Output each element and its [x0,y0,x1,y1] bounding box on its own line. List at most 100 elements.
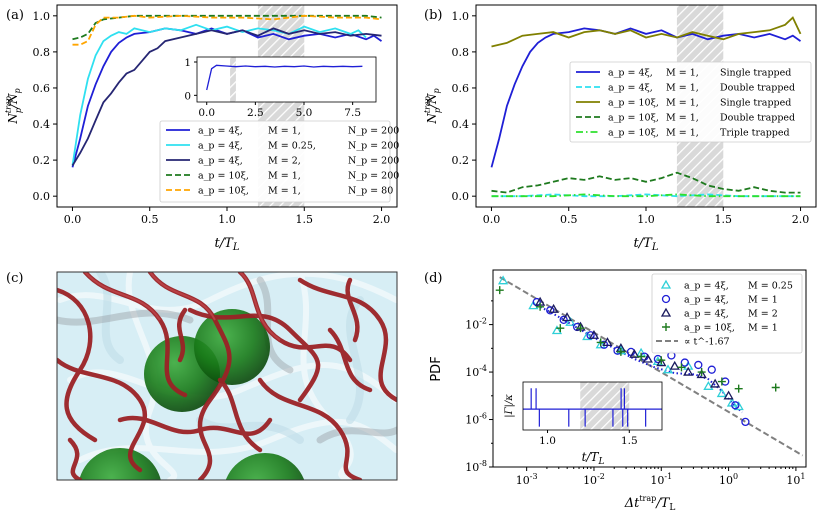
legend-label: Single trapped [720,68,791,79]
data-point-3 [697,368,706,377]
data-point-3 [734,384,743,393]
legend-label: a_p = 4ξ, [198,126,243,137]
legend-label: N_p = 80 [348,186,393,197]
data-point-0 [595,339,606,349]
tick-label: 10-4 [465,364,487,379]
inset-x-tick-label: 5.0 [296,107,313,119]
data-point-2 [561,312,573,322]
x-tick-label: 0.0 [64,213,82,226]
legend-a: a_p = 4ξ, M = 1, N_p = 200 a_p = 4ξ, M = 0.2… [159,120,399,203]
tick-label: 10-1 [650,472,672,487]
y-tick-label: 0.0 [33,190,51,203]
panel-label-b: (b) [424,8,442,23]
legend-label: M = 2 [748,309,778,320]
data-point-3 [536,302,545,311]
x-tick-label: 1.0 [637,213,655,226]
legend-label: N_p = 200 [348,156,399,167]
series-line-b-4 [491,193,801,198]
fit-line [532,302,743,414]
legend-label: M = 0.25, [268,141,316,152]
data-point-2 [629,348,640,358]
data-point-0 [582,331,593,341]
data-point-3 [616,347,625,356]
y-tick-label: 0.6 [452,82,470,95]
y-tick-label: 1.0 [452,10,470,23]
data-point-2 [669,360,680,370]
series-line-b-2 [491,16,802,48]
inset-a-shade [230,57,236,102]
inset-d-xlabel: t/TL [582,450,605,467]
legend-label: Double trapped [720,83,795,94]
x-tick-label: 0.0 [483,213,501,226]
legend-label: M = 1, [268,126,301,137]
y-axis-label-d: PDF [429,356,444,381]
data-point-1 [694,360,703,370]
series-line-b-0 [490,27,802,168]
tick-label: 10-2 [583,472,605,487]
legend-label: a_p = 10ξ, [198,186,249,197]
data-point-0 [551,325,563,335]
data-point-3 [576,324,585,333]
data-point-3 [556,324,565,333]
tick-label: 10-2 [465,317,487,332]
data-point-2 [723,390,734,400]
data-point-0 [497,275,509,285]
legend-label: N_p = 200 [348,126,399,137]
legend-label: a_p = 4ξ, [198,141,243,152]
data-point-3 [657,356,666,365]
legend-label: M = 2, [268,156,301,167]
legend-label: M = 1, [666,128,699,139]
x-tick-label: 1.0 [218,213,236,226]
legend-label: a_p = 4ξ, [684,295,729,306]
data-point-3 [596,338,605,347]
legend-label: a_p = 10ξ, [608,113,659,124]
data-point-3 [771,383,780,392]
y-axis-label-a: Ntrapp/Np [4,88,23,124]
data-point-1 [707,365,716,374]
legend-label: M = 1, [268,171,301,182]
panel-label-c: (c) [6,271,23,286]
y-tick-label: 0.8 [33,46,51,59]
data-point-3 [495,286,504,295]
inset-d-frame [522,381,663,431]
x-axis-label-b: t/TL [634,236,659,253]
panel-a: 0.0 0.5 1.0 1.5 2.0 0.0 0.2 0.4 0.6 0.8 1.0 t/TL N… [4,4,399,253]
data-point-1 [546,306,555,315]
legend-marker [662,323,670,331]
x-axis-label-a: t/TL [215,236,240,253]
legend-label: M = 1, [666,83,699,94]
legend-label: M = 1, [666,113,699,124]
legend-label: N_p = 200 [348,141,399,152]
y-axis-label-b: Ntrapp/Np [423,88,442,124]
data-point-2 [602,337,613,347]
tick-label: 100 [719,472,738,487]
legend-label: a_p = 4ξ, [608,68,653,79]
particle-sphere [194,309,270,385]
legend-label: M = 1, [666,98,699,109]
x-tick-label: 0.5 [141,213,159,226]
data-point-3 [717,377,726,386]
data-point-2 [588,329,600,339]
legend-label: a_p = 10ξ, [198,171,249,182]
x-tick-label: 1.5 [296,213,314,226]
series-line-a-1 [71,23,367,166]
inset-x-tick-label: 1.0 [539,435,556,447]
legend-marker [661,294,671,304]
panel-d: 10-3 10-2 10-1 100 101 10-8 10-6 10-4 10-2 Δttra… [429,269,807,513]
data-point-2 [656,357,667,367]
data-point-2 [710,378,721,388]
inset-a-frame [196,56,377,103]
inset-d-shade [580,382,630,430]
panel-b: 0.0 0.5 1.0 1.5 2.0 0.0 0.2 0.4 0.6 0.8 1.0 t/TL N… [423,4,817,253]
data-point-0 [733,401,744,411]
legend-label: a_p = 4ξ, [684,309,729,320]
data-point-2 [642,353,653,363]
inset-a: 0.0 2.5 5.0 7.5 0 1 [184,56,377,119]
x-axis-label-d: Δttrap/TL [624,494,676,513]
x-tick-label: 2.0 [792,213,810,226]
particle-sphere [225,453,305,480]
legend-label: M = 1, [666,68,699,79]
inset-x-tick-label: 1.5 [621,435,638,447]
data-point-0 [565,316,576,326]
series-line-a-0 [71,27,383,168]
